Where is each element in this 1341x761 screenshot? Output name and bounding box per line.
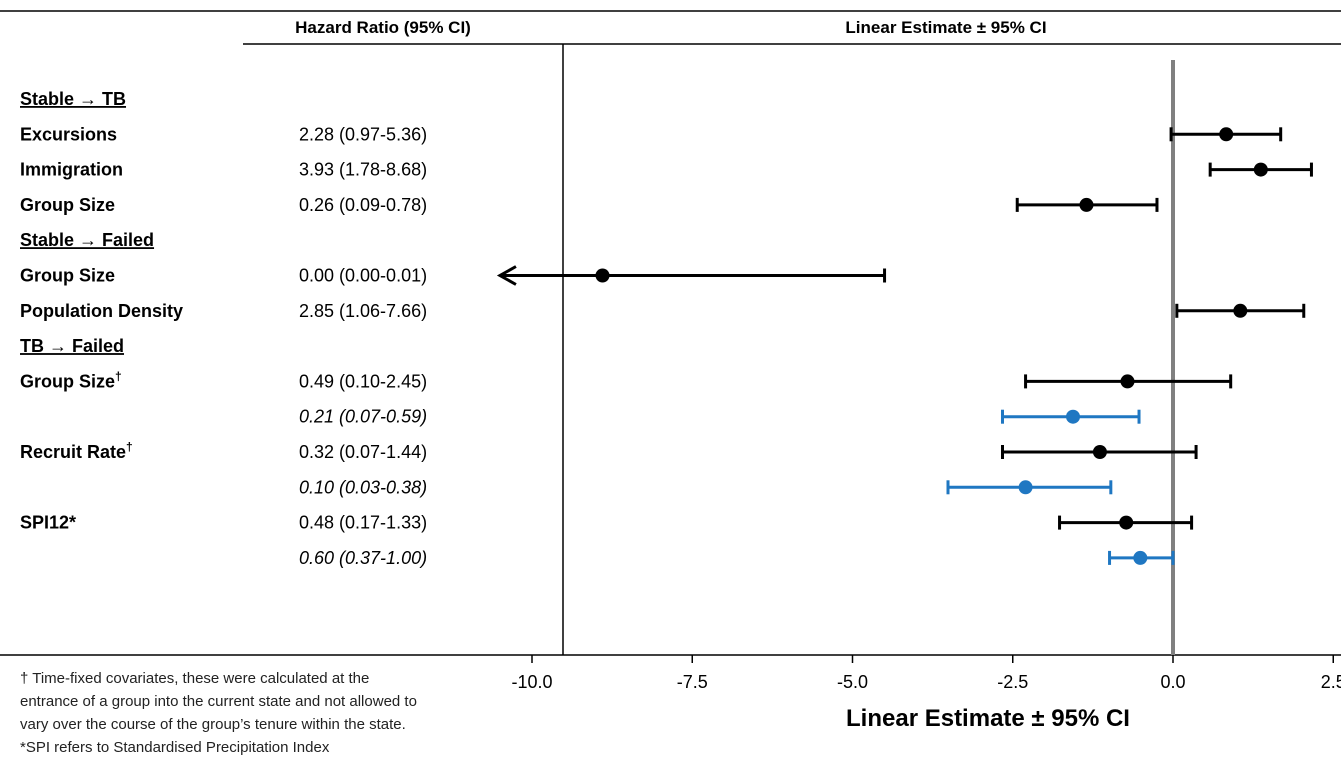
row-label: Excursions bbox=[20, 124, 117, 144]
estimate-plot bbox=[496, 60, 1313, 655]
footnote-line-2: entrance of a group into the current sta… bbox=[20, 693, 417, 710]
hazard-ratio-value: 0.21 (0.07-0.59) bbox=[299, 407, 427, 427]
point-estimate bbox=[1219, 127, 1234, 142]
estimate-mark bbox=[1169, 127, 1283, 142]
row-label: Group Size† bbox=[20, 369, 122, 391]
hazard-ratio-value: 2.85 (1.06-7.66) bbox=[299, 301, 427, 321]
row-label: SPI12* bbox=[20, 513, 76, 533]
point-estimate bbox=[1233, 303, 1248, 318]
hazard-ratio-value: 2.28 (0.97-5.36) bbox=[299, 124, 427, 144]
hazard-ratio-value: 3.93 (1.78-8.68) bbox=[299, 160, 427, 180]
row-label-superscript: † bbox=[115, 369, 122, 383]
estimate-mark bbox=[1208, 162, 1313, 177]
footnote-line-4: *SPI refers to Standardised Precipitatio… bbox=[20, 739, 330, 756]
x-tick-label: -5.0 bbox=[837, 672, 868, 692]
x-axis-title: Linear Estimate ± 95% CI bbox=[846, 705, 1130, 732]
section-heading: Stable → TB bbox=[20, 89, 126, 109]
row-label: Immigration bbox=[20, 160, 123, 180]
x-tick-label: -10.0 bbox=[511, 672, 552, 692]
row-label-superscript: † bbox=[126, 440, 133, 454]
point-estimate bbox=[595, 268, 610, 283]
x-axis: -10.0 -7.5 -5.0 -2.5 0.0 2.5 bbox=[511, 655, 1341, 692]
hazard-ratio-value: 0.00 (0.00-0.01) bbox=[299, 266, 427, 286]
estimate-mark bbox=[1175, 303, 1306, 318]
estimate-mark bbox=[496, 265, 887, 286]
estimate-mark bbox=[1024, 374, 1233, 389]
hazard-ratio-value: 0.32 (0.07-1.44) bbox=[299, 442, 427, 462]
footnotes: † Time-fixed covariates, these were calc… bbox=[20, 670, 417, 756]
estimate-mark bbox=[1108, 550, 1175, 565]
x-tick-label: 2.5 bbox=[1321, 672, 1341, 692]
point-estimate bbox=[1066, 409, 1081, 424]
estimate-mark bbox=[1000, 445, 1198, 459]
x-tick-label: -2.5 bbox=[997, 672, 1028, 692]
point-estimate bbox=[1092, 445, 1107, 459]
hazard-ratio-value: 0.60 (0.37-1.00) bbox=[299, 548, 427, 568]
point-estimate bbox=[1079, 197, 1094, 212]
hazard-ratio-value: 0.10 (0.03-0.38) bbox=[299, 477, 427, 497]
point-estimate bbox=[1018, 480, 1033, 495]
point-estimate bbox=[1133, 550, 1148, 565]
row-labels: Stable → TB Excursions 2.28 (0.97-5.36) Imm… bbox=[20, 89, 427, 568]
header-linear-estimate: Linear Estimate ± 95% CI bbox=[845, 18, 1046, 37]
row-label: Recruit Rate† bbox=[20, 440, 133, 462]
row-label: Population Density bbox=[20, 301, 183, 321]
ci-arrow-left bbox=[496, 265, 517, 286]
row-label: Group Size bbox=[20, 195, 115, 215]
section-heading: TB → Failed bbox=[20, 336, 124, 356]
hazard-ratio-value: 0.26 (0.09-0.78) bbox=[299, 195, 427, 215]
row-label: Group Size bbox=[20, 266, 115, 286]
point-estimate bbox=[1120, 374, 1135, 389]
x-tick-label: 0.0 bbox=[1160, 672, 1185, 692]
estimate-mark bbox=[1058, 515, 1194, 530]
section-heading: Stable → Failed bbox=[20, 230, 154, 250]
estimate-mark bbox=[946, 480, 1113, 495]
x-tick-label: -7.5 bbox=[677, 672, 708, 692]
point-estimate bbox=[1119, 515, 1134, 530]
footnote-line-1: † Time-fixed covariates, these were calc… bbox=[20, 670, 369, 687]
hazard-ratio-value: 0.49 (0.10-2.45) bbox=[299, 371, 427, 391]
header-hazard-ratio: Hazard Ratio (95% CI) bbox=[295, 18, 471, 37]
point-estimate bbox=[1253, 162, 1268, 177]
hazard-ratio-value: 0.48 (0.17-1.33) bbox=[299, 513, 427, 533]
estimate-mark bbox=[1015, 197, 1159, 212]
estimate-mark bbox=[1000, 409, 1141, 424]
footnote-line-3: vary over the course of the group’s tenu… bbox=[20, 716, 406, 733]
